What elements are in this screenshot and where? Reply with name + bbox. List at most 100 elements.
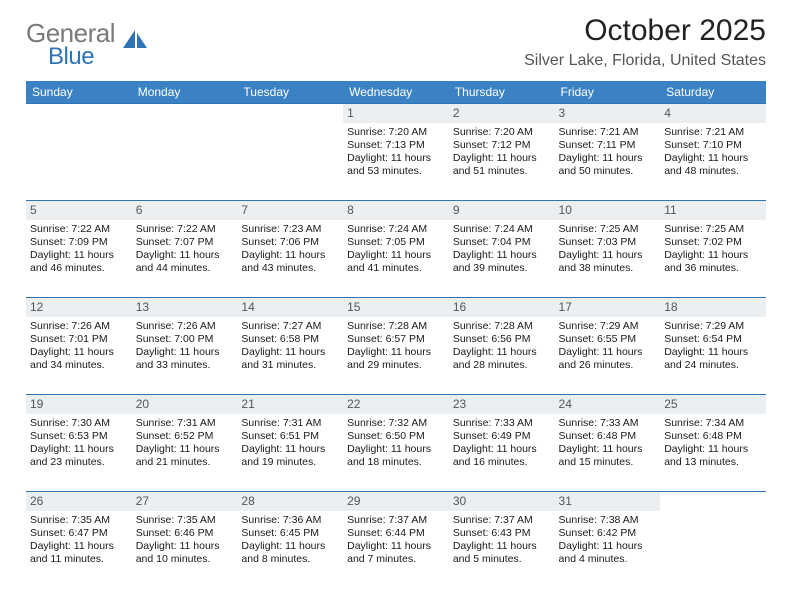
calendar-cell: 20Sunrise: 7:31 AMSunset: 6:52 PMDayligh… — [132, 395, 238, 492]
calendar-cell: 27Sunrise: 7:35 AMSunset: 6:46 PMDayligh… — [132, 492, 238, 589]
sunset-line: Sunset: 7:05 PM — [347, 236, 445, 249]
logo: General Blue — [26, 18, 149, 71]
day-info: Sunrise: 7:24 AMSunset: 7:05 PMDaylight:… — [347, 223, 445, 276]
day-number: 18 — [660, 298, 766, 317]
daylight-line: Daylight: 11 hours and 4 minutes. — [559, 540, 657, 566]
day-info: Sunrise: 7:37 AMSunset: 6:43 PMDaylight:… — [453, 514, 551, 567]
dow-header: Monday — [132, 81, 238, 104]
daylight-line: Daylight: 11 hours and 11 minutes. — [30, 540, 128, 566]
day-info: Sunrise: 7:31 AMSunset: 6:51 PMDaylight:… — [241, 417, 339, 470]
dow-header: Tuesday — [237, 81, 343, 104]
day-info: Sunrise: 7:22 AMSunset: 7:07 PMDaylight:… — [136, 223, 234, 276]
day-number: 22 — [343, 395, 449, 414]
day-info: Sunrise: 7:32 AMSunset: 6:50 PMDaylight:… — [347, 417, 445, 470]
calendar-cell — [237, 104, 343, 201]
daylight-line: Daylight: 11 hours and 48 minutes. — [664, 152, 762, 178]
calendar-row: 19Sunrise: 7:30 AMSunset: 6:53 PMDayligh… — [26, 395, 766, 492]
sunrise-line: Sunrise: 7:22 AM — [30, 223, 128, 236]
daylight-line: Daylight: 11 hours and 10 minutes. — [136, 540, 234, 566]
sunrise-line: Sunrise: 7:33 AM — [559, 417, 657, 430]
sunrise-line: Sunrise: 7:33 AM — [453, 417, 551, 430]
calendar-cell: 23Sunrise: 7:33 AMSunset: 6:49 PMDayligh… — [449, 395, 555, 492]
sunset-line: Sunset: 6:46 PM — [136, 527, 234, 540]
calendar-cell: 18 Sunrise: 7:29 AMSunset: 6:54 PMDayligh… — [660, 298, 766, 395]
sunset-line: Sunset: 6:56 PM — [453, 333, 551, 346]
day-number: 7 — [237, 201, 343, 220]
calendar-cell: 31 Sunrise: 7:38 AMSunset: 6:42 PMDayligh… — [555, 492, 661, 589]
day-info: Sunrise: 7:25 AMSunset: 7:02 PMDaylight:… — [664, 223, 762, 276]
location: Silver Lake, Florida, United States — [524, 52, 766, 70]
calendar-row: 5Sunrise: 7:22 AMSunset: 7:09 PMDaylight… — [26, 201, 766, 298]
sunset-line: Sunset: 6:54 PM — [664, 333, 762, 346]
sunrise-line: Sunrise: 7:21 AM — [559, 126, 657, 139]
sunset-line: Sunset: 7:04 PM — [453, 236, 551, 249]
daylight-line: Daylight: 11 hours and 31 minutes. — [241, 346, 339, 372]
daylight-line: Daylight: 11 hours and 36 minutes. — [664, 249, 762, 275]
day-info: Sunrise: 7:29 AMSunset: 6:54 PMDaylight:… — [664, 320, 762, 373]
dow-header: Friday — [555, 81, 661, 104]
sunrise-line: Sunrise: 7:28 AM — [453, 320, 551, 333]
sunrise-line: Sunrise: 7:30 AM — [30, 417, 128, 430]
day-info: Sunrise: 7:31 AMSunset: 6:52 PMDaylight:… — [136, 417, 234, 470]
daylight-line: Daylight: 11 hours and 15 minutes. — [559, 443, 657, 469]
calendar-cell: 29Sunrise: 7:37 AMSunset: 6:44 PMDayligh… — [343, 492, 449, 589]
sunset-line: Sunset: 7:13 PM — [347, 139, 445, 152]
day-info: Sunrise: 7:30 AMSunset: 6:53 PMDaylight:… — [30, 417, 128, 470]
day-info: Sunrise: 7:28 AMSunset: 6:57 PMDaylight:… — [347, 320, 445, 373]
header: General Blue October 2025 Silver Lake, F… — [26, 14, 766, 71]
sunrise-line: Sunrise: 7:21 AM — [664, 126, 762, 139]
sunset-line: Sunset: 7:00 PM — [136, 333, 234, 346]
day-number: 16 — [449, 298, 555, 317]
day-info: Sunrise: 7:21 AMSunset: 7:10 PMDaylight:… — [664, 126, 762, 179]
day-number: 11 — [660, 201, 766, 220]
sunrise-line: Sunrise: 7:24 AM — [453, 223, 551, 236]
day-info: Sunrise: 7:23 AMSunset: 7:06 PMDaylight:… — [241, 223, 339, 276]
sunrise-line: Sunrise: 7:38 AM — [559, 514, 657, 527]
day-number: 30 — [449, 492, 555, 511]
daylight-line: Daylight: 11 hours and 44 minutes. — [136, 249, 234, 275]
daylight-line: Daylight: 11 hours and 51 minutes. — [453, 152, 551, 178]
day-number: 15 — [343, 298, 449, 317]
day-number: 12 — [26, 298, 132, 317]
day-number: 10 — [555, 201, 661, 220]
daylight-line: Daylight: 11 hours and 33 minutes. — [136, 346, 234, 372]
day-number: 8 — [343, 201, 449, 220]
day-number: 26 — [26, 492, 132, 511]
sunrise-line: Sunrise: 7:37 AM — [453, 514, 551, 527]
day-number: 5 — [26, 201, 132, 220]
calendar-cell: 10Sunrise: 7:25 AMSunset: 7:03 PMDayligh… — [555, 201, 661, 298]
sunrise-line: Sunrise: 7:32 AM — [347, 417, 445, 430]
sunset-line: Sunset: 6:45 PM — [241, 527, 339, 540]
daylight-line: Daylight: 11 hours and 46 minutes. — [30, 249, 128, 275]
day-number: 31 — [555, 492, 661, 511]
sunrise-line: Sunrise: 7:35 AM — [30, 514, 128, 527]
daylight-line: Daylight: 11 hours and 8 minutes. — [241, 540, 339, 566]
sunrise-line: Sunrise: 7:34 AM — [664, 417, 762, 430]
calendar-cell: 15 Sunrise: 7:28 AMSunset: 6:57 PMDayligh… — [343, 298, 449, 395]
calendar-row: 12Sunrise: 7:26 AMSunset: 7:01 PMDayligh… — [26, 298, 766, 395]
calendar-cell: 4 Sunrise: 7:21 AMSunset: 7:10 PMDaylight… — [660, 104, 766, 201]
day-info: Sunrise: 7:35 AMSunset: 6:46 PMDaylight:… — [136, 514, 234, 567]
dow-row: SundayMondayTuesdayWednesdayThursdayFrid… — [26, 81, 766, 104]
day-number: 25 — [660, 395, 766, 414]
sunset-line: Sunset: 7:11 PM — [559, 139, 657, 152]
calendar-cell: 16Sunrise: 7:28 AMSunset: 6:56 PMDayligh… — [449, 298, 555, 395]
calendar-cell: 24Sunrise: 7:33 AMSunset: 6:48 PMDayligh… — [555, 395, 661, 492]
day-info: Sunrise: 7:21 AMSunset: 7:11 PMDaylight:… — [559, 126, 657, 179]
dow-header: Wednesday — [343, 81, 449, 104]
daylight-line: Daylight: 11 hours and 7 minutes. — [347, 540, 445, 566]
day-info: Sunrise: 7:38 AMSunset: 6:42 PMDaylight:… — [559, 514, 657, 567]
dow-header: Thursday — [449, 81, 555, 104]
sunset-line: Sunset: 7:12 PM — [453, 139, 551, 152]
sunrise-line: Sunrise: 7:29 AM — [664, 320, 762, 333]
sunrise-line: Sunrise: 7:23 AM — [241, 223, 339, 236]
daylight-line: Daylight: 11 hours and 41 minutes. — [347, 249, 445, 275]
sunrise-line: Sunrise: 7:31 AM — [136, 417, 234, 430]
sunrise-line: Sunrise: 7:25 AM — [664, 223, 762, 236]
day-number: 6 — [132, 201, 238, 220]
calendar-cell: 22 Sunrise: 7:32 AMSunset: 6:50 PMDayligh… — [343, 395, 449, 492]
day-info: Sunrise: 7:29 AMSunset: 6:55 PMDaylight:… — [559, 320, 657, 373]
calendar-cell — [26, 104, 132, 201]
day-number: 17 — [555, 298, 661, 317]
day-number: 4 — [660, 104, 766, 123]
